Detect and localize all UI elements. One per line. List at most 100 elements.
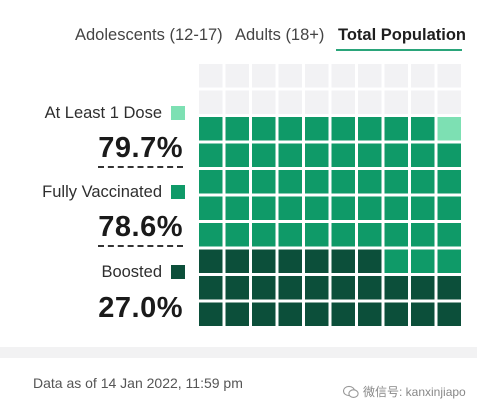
waffle-cell-fully-vaccinated: [199, 170, 223, 194]
waffle-cell-fully-vaccinated: [252, 197, 276, 221]
waffle-chart: [199, 64, 464, 329]
waffle-cell-fully-vaccinated: [279, 223, 303, 247]
waffle-cell-empty: [438, 64, 462, 88]
waffle-cell-boosted: [226, 303, 250, 327]
waffle-cell-fully-vaccinated: [226, 223, 250, 247]
waffle-cell-fully-vaccinated: [332, 223, 356, 247]
waffle-cell-fully-vaccinated: [411, 144, 435, 168]
waffle-cell-empty: [385, 91, 409, 115]
waffle-cell-fully-vaccinated: [438, 144, 462, 168]
tab-adults[interactable]: Adults (18+): [235, 24, 324, 46]
waffle-cell-fully-vaccinated: [385, 144, 409, 168]
waffle-cell-fully-vaccinated: [279, 170, 303, 194]
waffle-cell-empty: [332, 64, 356, 88]
waffle-cell-fully-vaccinated: [199, 144, 223, 168]
waffle-cell-fully-vaccinated: [226, 170, 250, 194]
legend-swatch-one-dose: [171, 106, 185, 120]
waffle-cell-empty: [279, 91, 303, 115]
waffle-cell-boosted: [385, 303, 409, 327]
waffle-cell-fully-vaccinated: [411, 170, 435, 194]
waffle-cell-boosted: [226, 250, 250, 274]
stat-value-fully-vaccinated: 78.6%: [98, 210, 183, 247]
waffle-cell-empty: [358, 64, 382, 88]
waffle-cell-fully-vaccinated: [279, 197, 303, 221]
waffle-cell-fully-vaccinated: [226, 117, 250, 141]
waffle-cell-empty: [199, 64, 223, 88]
waffle-cell-boosted: [252, 250, 276, 274]
waffle-cell-fully-vaccinated: [411, 250, 435, 274]
waffle-cell-fully-vaccinated: [385, 170, 409, 194]
waffle-cell-fully-vaccinated: [226, 144, 250, 168]
waffle-cell-fully-vaccinated: [252, 144, 276, 168]
waffle-cell-boosted: [332, 250, 356, 274]
waffle-cell-fully-vaccinated: [226, 197, 250, 221]
waffle-cell-fully-vaccinated: [358, 170, 382, 194]
waffle-cell-fully-vaccinated: [438, 197, 462, 221]
stat-value-boosted: 27.0%: [98, 291, 183, 325]
waffle-cell-boosted: [252, 303, 276, 327]
waffle-cell-boosted: [279, 276, 303, 300]
waffle-cell-one-dose: [438, 117, 462, 141]
waffle-cell-fully-vaccinated: [438, 223, 462, 247]
waffle-cell-empty: [252, 91, 276, 115]
waffle-cell-fully-vaccinated: [385, 250, 409, 274]
waffle-cell-boosted: [279, 303, 303, 327]
legend-boosted: Boosted: [101, 262, 185, 282]
waffle-cell-boosted: [358, 303, 382, 327]
waffle-cell-empty: [226, 64, 250, 88]
waffle-cell-boosted: [279, 250, 303, 274]
waffle-cell-fully-vaccinated: [385, 197, 409, 221]
legend-label-boosted: Boosted: [101, 262, 162, 282]
waffle-cell-fully-vaccinated: [279, 117, 303, 141]
tab-total-population[interactable]: Total Population: [338, 24, 466, 46]
waffle-cell-fully-vaccinated: [252, 170, 276, 194]
waffle-cell-boosted: [305, 303, 329, 327]
stat-value-one-dose: 79.7%: [98, 131, 183, 168]
legend-label-fully-vaccinated: Fully Vaccinated: [42, 182, 162, 202]
waffle-cell-boosted: [305, 250, 329, 274]
watermark: 微信号: kanxinjiapo: [343, 383, 466, 400]
waffle-cell-boosted: [438, 276, 462, 300]
waffle-cell-empty: [305, 64, 329, 88]
waffle-cell-empty: [358, 91, 382, 115]
waffle-cell-fully-vaccinated: [358, 223, 382, 247]
waffle-cell-boosted: [199, 303, 223, 327]
waffle-cell-fully-vaccinated: [305, 117, 329, 141]
population-tabs: Adolescents (12-17) Adults (18+) Total P…: [72, 24, 467, 52]
legend-fully-vaccinated: Fully Vaccinated: [42, 182, 185, 202]
waffle-cell-fully-vaccinated: [385, 223, 409, 247]
waffle-cell-fully-vaccinated: [358, 144, 382, 168]
waffle-cell-fully-vaccinated: [332, 144, 356, 168]
active-tab-underline: [336, 49, 462, 51]
watermark-text: 微信号: kanxinjiapo: [363, 383, 466, 400]
waffle-cell-boosted: [438, 303, 462, 327]
waffle-cell-fully-vaccinated: [199, 117, 223, 141]
waffle-cell-boosted: [358, 276, 382, 300]
wechat-icon: [343, 385, 359, 399]
waffle-cell-boosted: [252, 276, 276, 300]
waffle-cell-boosted: [411, 276, 435, 300]
waffle-cell-fully-vaccinated: [199, 223, 223, 247]
waffle-cell-boosted: [199, 276, 223, 300]
waffle-cell-fully-vaccinated: [438, 170, 462, 194]
waffle-cell-empty: [385, 64, 409, 88]
legend-swatch-boosted: [171, 265, 185, 279]
legend-at-least-one-dose: At Least 1 Dose: [45, 103, 185, 123]
legend-label-one-dose: At Least 1 Dose: [45, 103, 162, 123]
waffle-cell-fully-vaccinated: [411, 197, 435, 221]
waffle-cell-boosted: [332, 303, 356, 327]
waffle-cell-fully-vaccinated: [358, 197, 382, 221]
waffle-cell-empty: [199, 91, 223, 115]
waffle-cell-fully-vaccinated: [332, 197, 356, 221]
waffle-cell-empty: [226, 91, 250, 115]
tab-adolescents[interactable]: Adolescents (12-17): [75, 24, 223, 46]
waffle-cell-empty: [438, 91, 462, 115]
waffle-cell-empty: [332, 91, 356, 115]
waffle-cell-fully-vaccinated: [438, 250, 462, 274]
waffle-cell-boosted: [226, 276, 250, 300]
waffle-cell-fully-vaccinated: [332, 170, 356, 194]
waffle-cell-boosted: [199, 250, 223, 274]
legend-swatch-fully-vaccinated: [171, 185, 185, 199]
waffle-cell-boosted: [358, 250, 382, 274]
waffle-cell-fully-vaccinated: [199, 197, 223, 221]
